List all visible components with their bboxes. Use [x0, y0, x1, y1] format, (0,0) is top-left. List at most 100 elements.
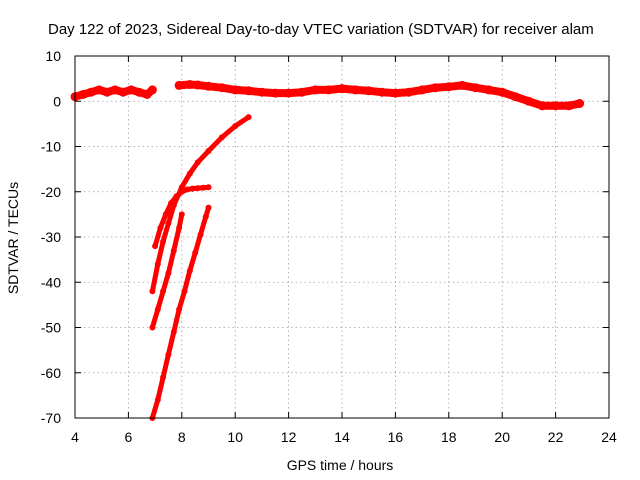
data-point	[186, 267, 193, 274]
data-point	[244, 86, 254, 96]
data-point	[230, 85, 240, 95]
data-point	[147, 85, 157, 95]
data-point	[245, 114, 252, 121]
x-tick-labels: 4 6 8 10 12 14 16 18 20 22 24	[71, 429, 617, 445]
data-point	[197, 231, 204, 238]
x-tick-label: 4	[71, 429, 79, 445]
data-series	[70, 80, 585, 421]
data-point	[364, 86, 374, 96]
data-point	[176, 306, 183, 313]
data-point	[86, 87, 96, 97]
data-point	[218, 134, 225, 141]
data-point	[194, 185, 201, 192]
y-tick-label: 10	[45, 48, 61, 64]
x-tick-label: 22	[548, 429, 564, 445]
data-point	[78, 90, 88, 99]
data-point	[194, 159, 201, 166]
y-tick-label: -70	[41, 410, 61, 426]
x-tick-label: 20	[494, 429, 510, 445]
data-point	[102, 87, 112, 97]
x-tick-label: 6	[125, 429, 133, 445]
data-point	[176, 224, 183, 231]
data-point	[232, 123, 239, 130]
data-point	[537, 101, 547, 111]
y-tick-label: -30	[41, 229, 61, 245]
data-point	[217, 83, 227, 93]
grid-lines	[75, 56, 609, 418]
data-point	[511, 92, 520, 102]
data-point	[149, 288, 156, 295]
data-point	[575, 99, 585, 108]
series-line	[149, 205, 211, 421]
data-point	[154, 261, 161, 268]
y-tick-label: -60	[41, 365, 61, 381]
data-point	[189, 185, 196, 192]
x-tick-label: 18	[441, 429, 457, 445]
data-point	[185, 80, 195, 89]
data-point	[193, 80, 203, 90]
data-point	[310, 85, 320, 95]
data-point	[160, 238, 167, 245]
data-point	[444, 82, 454, 92]
y-tick-labels: 10 0 -10 -20 -30 -40 -50 -60 -70	[41, 48, 61, 426]
data-point	[551, 101, 561, 111]
data-point	[471, 83, 480, 93]
data-point	[484, 85, 494, 95]
data-point	[94, 85, 104, 95]
data-point	[417, 85, 427, 95]
data-point	[160, 374, 167, 381]
y-tick-label: 0	[53, 93, 61, 109]
data-point	[270, 88, 280, 98]
data-point	[134, 87, 144, 97]
y-tick-label: -20	[41, 184, 61, 200]
data-point	[110, 85, 120, 95]
data-point	[165, 220, 172, 227]
data-point	[174, 80, 184, 90]
y-axis-label: SDTVAR / TECUs	[5, 182, 21, 294]
data-point	[337, 84, 347, 94]
data-point	[168, 200, 175, 207]
data-point	[170, 247, 177, 254]
data-point	[431, 83, 440, 93]
data-point	[350, 85, 360, 95]
data-point	[157, 224, 164, 231]
y-tick-label: -50	[41, 320, 61, 336]
data-point	[162, 211, 169, 218]
data-point	[178, 188, 185, 195]
x-tick-label: 10	[227, 429, 243, 445]
data-point	[204, 81, 213, 91]
x-tick-label: 14	[334, 429, 350, 445]
data-point	[497, 87, 507, 97]
data-point	[184, 186, 191, 193]
data-point	[404, 87, 414, 97]
series-line	[149, 114, 252, 294]
x-tick-label: 16	[388, 429, 404, 445]
data-point	[390, 88, 400, 98]
data-point	[186, 170, 193, 177]
data-point	[297, 87, 307, 97]
data-point	[205, 148, 212, 154]
data-point	[160, 288, 167, 295]
data-point	[200, 184, 207, 191]
data-point	[377, 87, 387, 97]
data-point	[126, 85, 136, 95]
data-point	[457, 80, 467, 90]
chart-title: Day 122 of 2023, Sidereal Day-to-day VTE…	[48, 21, 594, 38]
data-point	[152, 243, 159, 250]
data-point	[202, 213, 209, 220]
x-tick-label: 12	[281, 429, 297, 445]
data-point	[154, 396, 161, 403]
data-point	[170, 329, 177, 335]
data-point	[284, 88, 294, 98]
x-tick-label: 24	[601, 429, 617, 445]
data-point	[324, 85, 334, 95]
data-point	[118, 87, 128, 97]
y-tick-label: -10	[41, 139, 61, 155]
data-point	[257, 87, 267, 97]
data-point	[154, 306, 161, 313]
data-point	[165, 351, 172, 358]
data-point	[205, 184, 212, 191]
data-point	[173, 193, 180, 200]
data-point	[205, 204, 212, 211]
